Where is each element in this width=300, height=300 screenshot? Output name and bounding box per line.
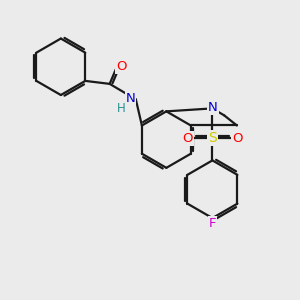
Text: H: H — [117, 102, 125, 115]
Text: F: F — [209, 217, 216, 230]
Text: O: O — [182, 132, 193, 145]
Text: N: N — [126, 92, 135, 105]
Text: O: O — [116, 59, 127, 73]
Text: N: N — [208, 101, 218, 114]
Text: O: O — [232, 132, 243, 145]
Text: S: S — [208, 131, 217, 145]
